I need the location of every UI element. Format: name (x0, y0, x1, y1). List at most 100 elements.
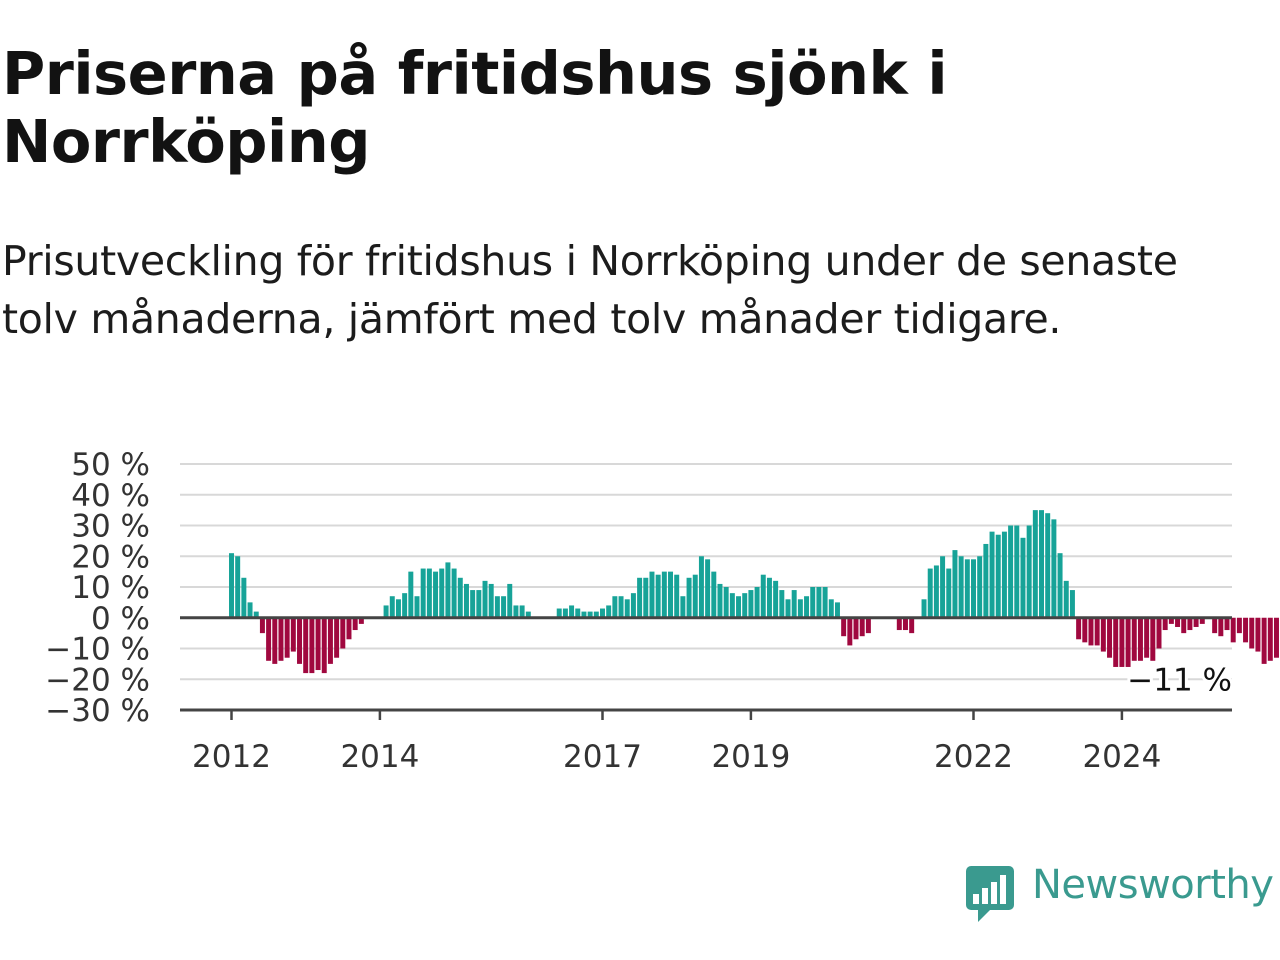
bar (686, 577, 692, 618)
bar (748, 590, 754, 618)
bar (389, 596, 395, 618)
bar (909, 617, 915, 634)
x-tick-label: 2019 (711, 739, 790, 775)
bar (995, 534, 1001, 618)
bar (865, 617, 871, 634)
x-tick-label: 2012 (192, 739, 271, 775)
bar (964, 559, 970, 618)
bar (1119, 617, 1125, 667)
bar (414, 596, 420, 618)
bar (1255, 617, 1261, 652)
bar (395, 599, 401, 618)
bar (247, 602, 253, 618)
bar (1150, 617, 1156, 661)
bar (352, 617, 358, 631)
bar (1193, 617, 1199, 627)
bar (674, 574, 680, 618)
bar (476, 590, 482, 618)
bar (927, 568, 933, 618)
bar (235, 556, 241, 618)
bar (334, 617, 340, 658)
bar (402, 593, 408, 618)
axes: 50 %40 %30 %20 %10 %0 %−10 %−20 %−30 % 20… (45, 447, 1235, 775)
bar (1045, 513, 1051, 618)
bar (902, 617, 908, 631)
bar (1001, 531, 1007, 618)
bar (470, 590, 476, 618)
bar (649, 571, 655, 618)
bar (1125, 617, 1131, 667)
bar (952, 550, 958, 618)
bar (729, 593, 735, 618)
bar (785, 599, 791, 618)
bar (692, 574, 698, 618)
bar (1181, 617, 1187, 634)
bar (1131, 617, 1137, 661)
y-tick-label: 10 % (71, 570, 150, 606)
bar (1218, 617, 1224, 637)
bar (618, 596, 624, 618)
bar (896, 617, 902, 631)
y-tick-label: 0 % (91, 601, 150, 637)
bar (1076, 617, 1082, 640)
bar (1069, 590, 1075, 618)
bar (519, 605, 525, 618)
bar (971, 559, 976, 618)
bar (859, 617, 865, 637)
bar (606, 605, 612, 618)
bar (309, 617, 315, 674)
bar (989, 531, 995, 618)
bar (1243, 617, 1249, 643)
bar (760, 574, 766, 618)
bar (630, 593, 636, 618)
bar (600, 608, 605, 618)
bar (556, 608, 562, 618)
bar (1199, 617, 1205, 624)
y-tick-label: 30 % (71, 509, 150, 545)
brand-name: Newsworthy (1032, 862, 1274, 908)
bar (346, 617, 352, 640)
bar (705, 559, 711, 618)
bar (810, 587, 816, 618)
bar (253, 611, 259, 618)
bar (1224, 617, 1230, 631)
bar (1212, 617, 1218, 634)
bar (1057, 553, 1063, 618)
bar (779, 590, 785, 618)
bar (841, 617, 847, 637)
bar (933, 565, 939, 618)
bar (624, 599, 630, 618)
bar (327, 617, 333, 664)
bar (439, 568, 445, 618)
bar (711, 571, 717, 618)
bar (1039, 510, 1044, 618)
bar (229, 553, 234, 618)
bar (680, 596, 686, 618)
bar (507, 583, 513, 618)
bar (266, 617, 272, 661)
bar (297, 617, 303, 664)
newsworthy-logo-icon (966, 866, 1014, 922)
bar (241, 577, 247, 618)
bar (525, 611, 531, 618)
bar (661, 571, 667, 618)
bar (1026, 525, 1032, 618)
bar (1267, 617, 1273, 661)
bar (1020, 537, 1026, 618)
y-tick-label: −10 % (45, 632, 150, 668)
bar (482, 580, 488, 618)
bar (445, 562, 451, 618)
bar (983, 543, 989, 618)
bar (1261, 617, 1267, 664)
bar (1249, 617, 1255, 649)
bar (612, 596, 618, 618)
x-tick-label: 2024 (1082, 739, 1161, 775)
y-tick-label: 50 % (71, 447, 150, 483)
bar (303, 617, 309, 674)
chart-subtitle: Prisutveckling för fritidshus i Norrköpi… (2, 237, 1178, 343)
bar (321, 617, 327, 674)
bar (562, 608, 568, 618)
bar (278, 617, 284, 661)
bar (259, 617, 265, 634)
bar (1273, 617, 1279, 658)
